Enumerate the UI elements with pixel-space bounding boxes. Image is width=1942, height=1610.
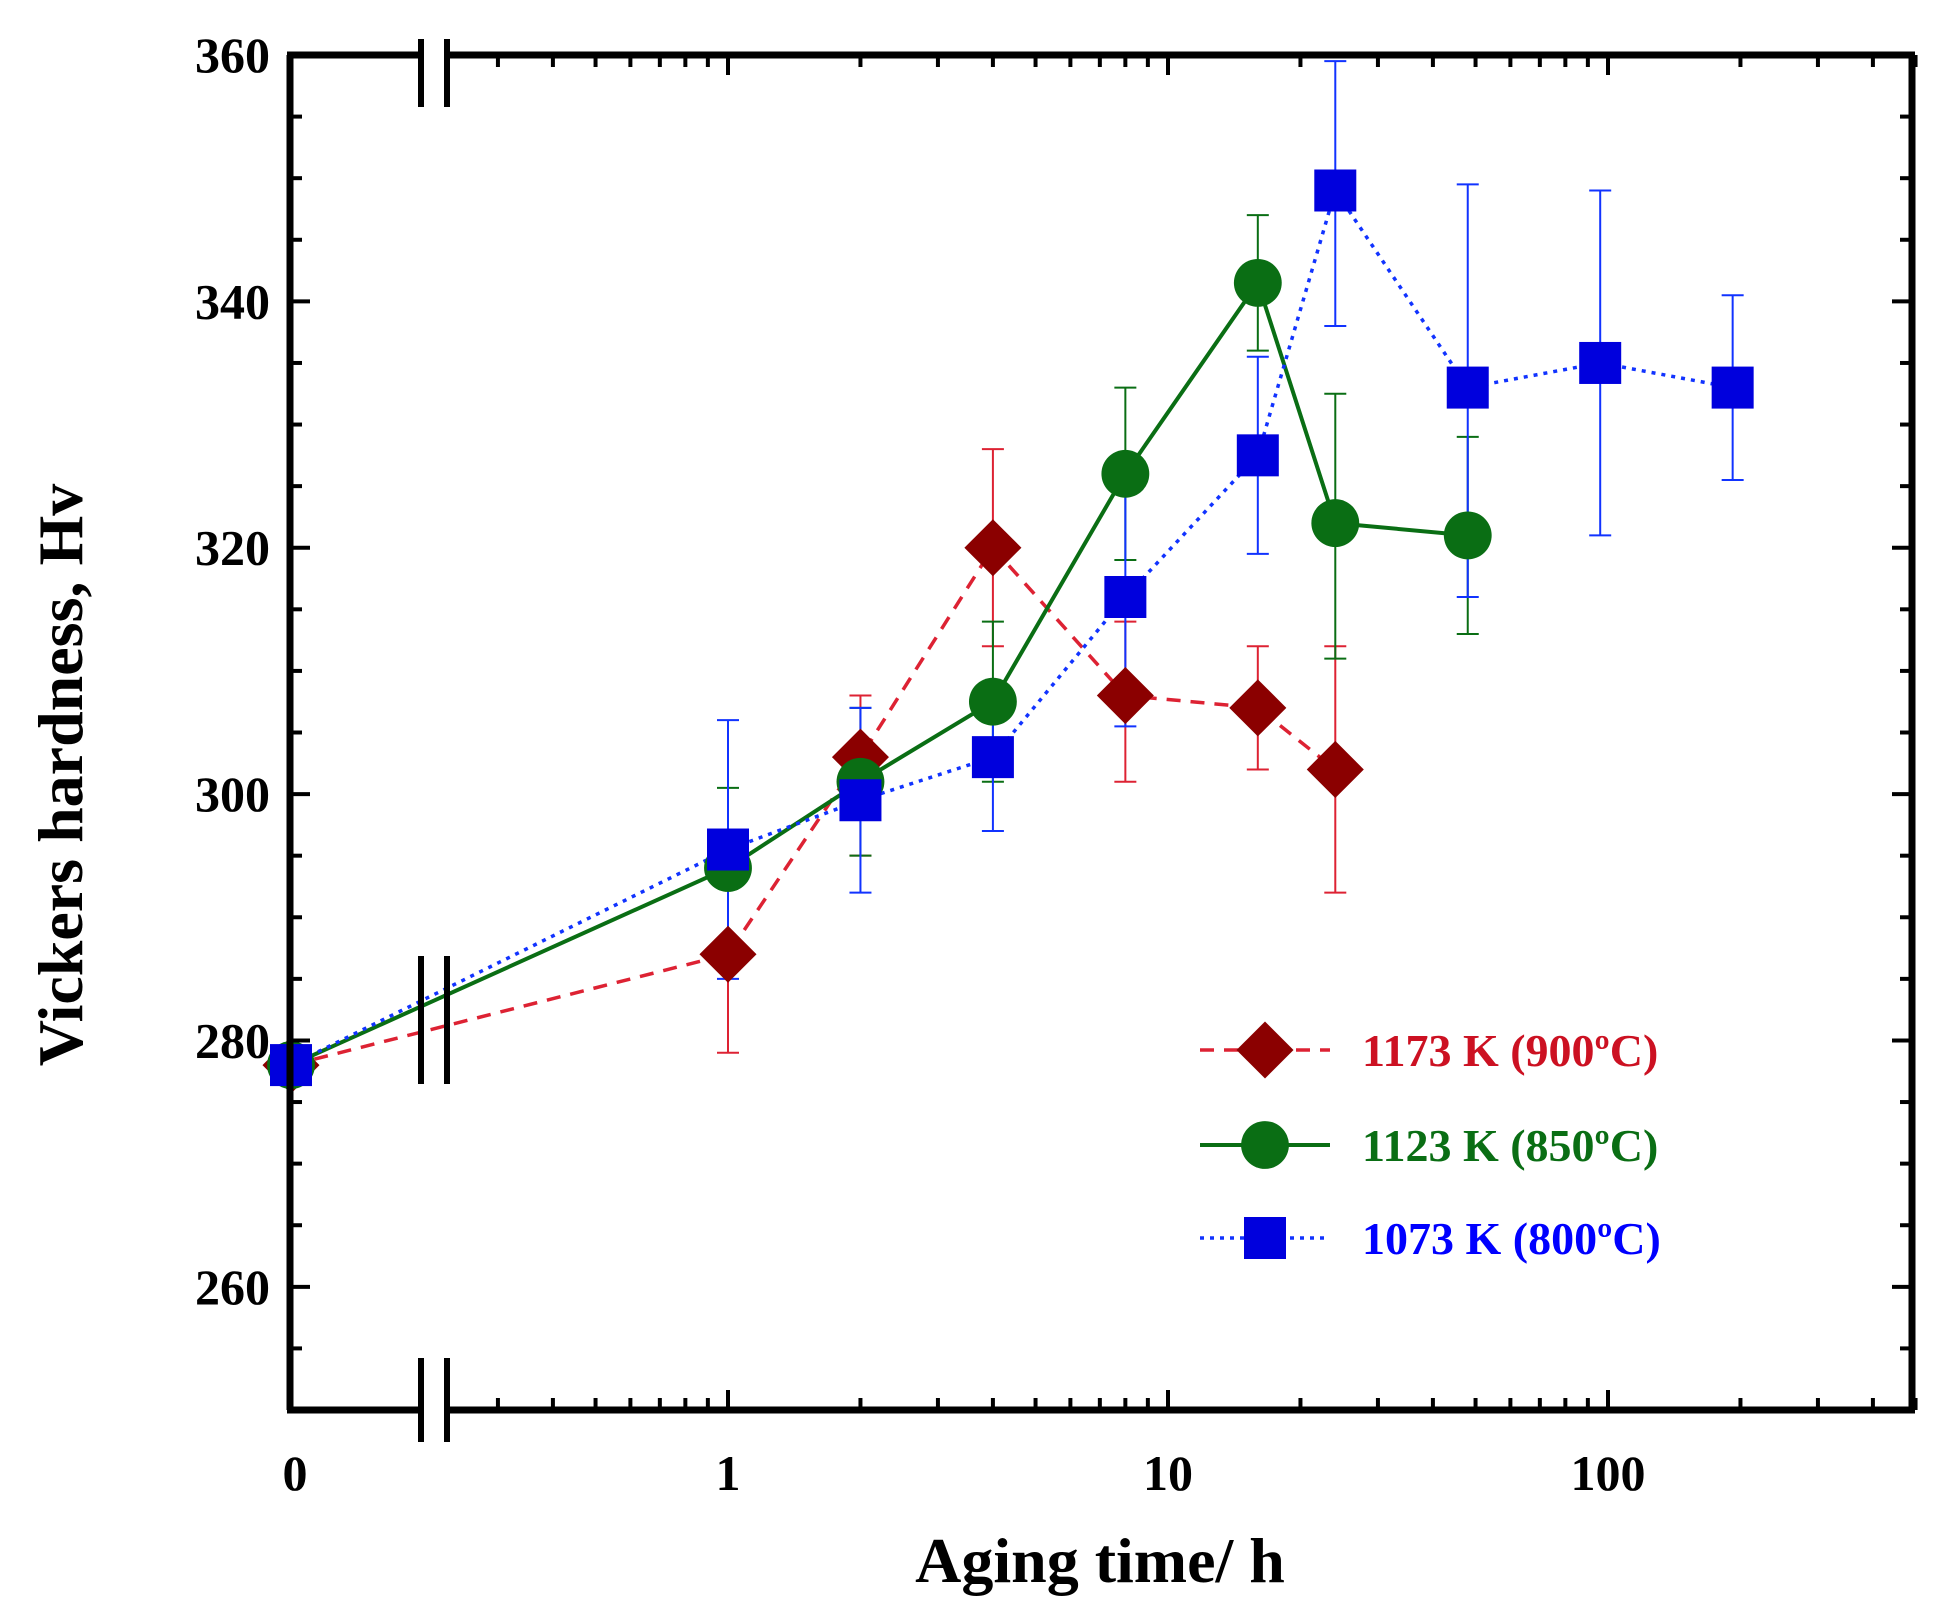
x-tick-label: 0 <box>283 1445 308 1501</box>
data-point-2 <box>971 736 1014 779</box>
data-point-2 <box>1579 341 1622 384</box>
data-point-1 <box>968 677 1017 726</box>
data-break-mark <box>418 956 450 1084</box>
data-point-2 <box>1446 366 1489 409</box>
legend-entry-1: 1123 K (850ºC) <box>1200 1120 1658 1171</box>
y-tick-label: 280 <box>195 1012 270 1068</box>
legend-label: 1123 K (850ºC) <box>1362 1120 1658 1171</box>
legend-entry-0: 1173 K (900ºC) <box>1200 1021 1658 1079</box>
y-axis-title: Vickers hardness, Hv <box>25 484 96 1067</box>
data-point-0 <box>964 519 1022 577</box>
x-tick-label: 1 <box>716 1445 741 1501</box>
data-point-2 <box>839 779 882 822</box>
legend-marker <box>1241 1121 1289 1169</box>
axis-break-top <box>418 39 450 107</box>
legend-marker <box>1236 1021 1294 1079</box>
x-axis-title: Aging time/ h <box>915 1525 1285 1596</box>
data-point-1 <box>1233 258 1282 307</box>
data-point-1 <box>1443 511 1492 560</box>
data-point-1 <box>1101 449 1150 498</box>
legend-marker <box>1244 1217 1286 1259</box>
legend-label: 1173 K (900ºC) <box>1362 1025 1658 1076</box>
data-point-2 <box>1236 434 1279 477</box>
data-point-1 <box>1311 499 1360 548</box>
series-line-2 <box>290 186 1733 1067</box>
data-point-2 <box>1104 576 1147 618</box>
y-tick-label: 300 <box>195 766 270 822</box>
x-tick-label: 100 <box>1571 1445 1646 1501</box>
y-tick-label: 340 <box>195 273 270 329</box>
legend-entry-2: 1073 K (800ºC) <box>1200 1213 1661 1264</box>
data-point-0 <box>1306 740 1364 798</box>
x-tick-label: 10 <box>1143 1445 1193 1501</box>
y-tick-label: 260 <box>195 1259 270 1315</box>
y-tick-label: 360 <box>195 27 270 83</box>
data-point-0 <box>699 925 757 983</box>
legend-label: 1073 K (800ºC) <box>1362 1213 1661 1264</box>
data-point-0 <box>1096 667 1154 725</box>
series-line-1 <box>290 278 1468 1067</box>
data-point-2 <box>707 828 749 871</box>
data-point-2 <box>1314 169 1357 212</box>
y-tick-label: 320 <box>195 520 270 576</box>
data-point-0 <box>1229 679 1287 737</box>
data-point-2 <box>1711 366 1754 409</box>
axis-break-bottom <box>418 1358 450 1442</box>
